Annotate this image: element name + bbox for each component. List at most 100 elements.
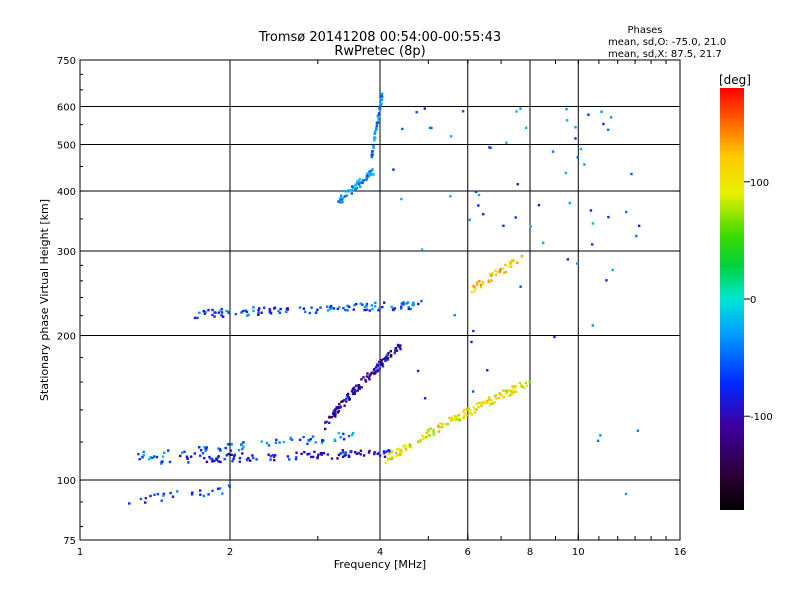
data-point (370, 304, 373, 307)
data-point (363, 308, 366, 312)
data-point (142, 450, 145, 454)
data-point (339, 452, 342, 455)
data-point (472, 406, 475, 409)
data-point (302, 307, 306, 310)
data-point (202, 309, 205, 313)
data-point (168, 460, 172, 464)
data-point (241, 452, 244, 455)
data-point (376, 452, 379, 455)
data-point (311, 455, 315, 459)
data-point (516, 261, 519, 264)
data-point (350, 185, 354, 188)
data-point (328, 307, 332, 311)
data-point (282, 440, 286, 444)
data-point (377, 118, 380, 121)
data-point (265, 441, 269, 445)
data-point (395, 451, 398, 455)
data-point (198, 446, 201, 449)
data-point (451, 418, 455, 421)
data-point (306, 453, 309, 456)
data-point (502, 224, 505, 228)
data-point (225, 309, 228, 313)
data-point (141, 456, 144, 459)
data-point (368, 309, 371, 312)
data-point (215, 458, 218, 461)
data-point (336, 457, 339, 460)
data-point (568, 201, 571, 205)
x-axis-label: Frequency [MHz] (334, 558, 426, 571)
data-point (233, 455, 236, 458)
data-point (490, 402, 493, 405)
data-point (248, 459, 252, 462)
data-point (338, 402, 341, 406)
data-point (380, 94, 384, 98)
data-point (574, 126, 577, 129)
data-point (410, 446, 413, 449)
data-point (271, 453, 274, 457)
data-point (478, 279, 481, 283)
data-point (508, 394, 511, 397)
data-point (418, 440, 421, 443)
data-point (365, 302, 369, 306)
data-point (373, 305, 377, 308)
data-point (529, 225, 532, 228)
data-point (221, 492, 224, 495)
data-point (354, 302, 358, 306)
data-point (267, 444, 271, 447)
data-point (383, 357, 387, 360)
data-point (421, 434, 424, 437)
data-point (430, 126, 433, 130)
data-point (361, 303, 364, 306)
data-point (637, 224, 641, 228)
data-point (257, 313, 260, 317)
data-point (461, 110, 465, 113)
data-point (365, 305, 368, 308)
data-point (381, 365, 385, 368)
data-point (387, 449, 390, 452)
y-tick-label: 500 (57, 141, 76, 152)
data-point (337, 431, 341, 435)
x-tick-label: 16 (674, 547, 687, 558)
data-point (404, 447, 408, 450)
data-point (320, 441, 324, 444)
data-point (525, 384, 529, 387)
data-point (479, 286, 483, 289)
data-point (176, 490, 179, 493)
data-point (426, 434, 430, 437)
data-point (541, 241, 545, 245)
data-point (494, 273, 498, 277)
data-point (247, 456, 250, 460)
data-point (466, 407, 470, 410)
data-point (404, 444, 407, 447)
data-point (326, 453, 330, 456)
colorbar-tick-label: 0 (750, 295, 756, 306)
data-point (370, 153, 374, 157)
data-point (246, 458, 249, 462)
data-point (342, 306, 345, 310)
data-point (350, 188, 353, 192)
data-point (227, 442, 231, 446)
data-point (336, 405, 340, 409)
data-point (260, 311, 263, 314)
data-point (432, 431, 435, 434)
data-point (367, 451, 371, 454)
data-point (346, 309, 349, 312)
data-point (479, 283, 483, 287)
data-point (357, 386, 360, 389)
data-point (352, 386, 356, 389)
data-point (377, 112, 381, 115)
data-point (267, 453, 270, 456)
data-point (471, 284, 475, 288)
data-point (432, 433, 435, 436)
data-point (358, 183, 361, 186)
data-point (320, 451, 324, 455)
data-point (383, 451, 386, 455)
data-point (591, 324, 595, 327)
data-point (402, 303, 405, 306)
y-tick-label: 600 (57, 103, 76, 114)
data-point (428, 126, 432, 130)
data-point (295, 456, 298, 459)
data-point (311, 435, 315, 438)
data-point (330, 415, 334, 419)
